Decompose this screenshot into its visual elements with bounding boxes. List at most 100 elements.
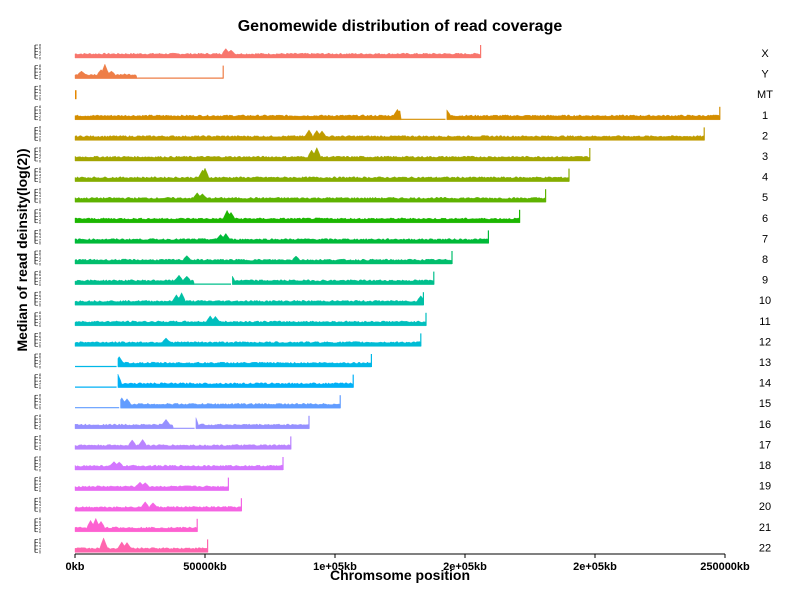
y-tick-label: 2 xyxy=(39,74,41,78)
chromosome-label: 13 xyxy=(759,357,771,369)
y-tick-label: 0 xyxy=(39,489,41,493)
y-tick-label: 6 xyxy=(39,273,41,277)
y-tick-label: 2 xyxy=(39,486,41,490)
y-tick-label: 2 xyxy=(39,115,41,119)
x-tick-label: 250000kb xyxy=(700,561,750,573)
chromosome-label: 21 xyxy=(759,522,771,534)
y-tick-label: 2 xyxy=(39,341,41,345)
x-axis-label: Chromsome position xyxy=(329,567,470,583)
y-tick-label: 2 xyxy=(39,506,41,510)
y-tick-label: 4 xyxy=(39,379,41,383)
y-tick-label: 6 xyxy=(39,67,41,71)
y-tick-label: 2 xyxy=(39,321,41,325)
coverage-area-chr-mt xyxy=(75,90,77,100)
y-tick-label: 0 xyxy=(39,221,41,225)
y-tick-label: 6 xyxy=(39,314,41,318)
y-tick-label: 0 xyxy=(39,139,41,143)
chromosome-label: 10 xyxy=(759,295,771,307)
chromosome-label: 3 xyxy=(762,151,768,163)
y-tick-label: 0 xyxy=(39,304,41,308)
y-tick-label: 4 xyxy=(39,462,41,466)
y-tick-label: 4 xyxy=(39,50,41,54)
y-tick-label: 0 xyxy=(39,201,41,205)
coverage-area-chr-21 xyxy=(74,517,198,532)
y-tick-label: 4 xyxy=(39,503,41,507)
coverage-area-chr-2 xyxy=(74,129,705,141)
coverage-area-chr-10 xyxy=(74,292,424,306)
coverage-area-chr-9 xyxy=(74,274,434,285)
y-tick-label: 8 xyxy=(39,414,41,418)
chromosome-label: 4 xyxy=(762,172,768,184)
y-tick-label: 6 xyxy=(39,417,41,421)
coverage-area-chr-y xyxy=(74,63,138,79)
chromosome-label: 22 xyxy=(759,542,771,554)
chromosome-label: 6 xyxy=(762,213,768,225)
chromosome-label: Y xyxy=(761,69,769,81)
y-tick-label: 6 xyxy=(39,541,41,545)
y-tick-label: 8 xyxy=(39,435,41,439)
y-tick-label: 8 xyxy=(39,394,41,398)
x-tick-label: 50000kb xyxy=(183,561,227,573)
y-tick-label: 8 xyxy=(39,373,41,377)
x-tick-label: 0kb xyxy=(66,561,85,573)
y-tick-label: 0 xyxy=(39,283,41,287)
x-tick-label: 2e+05kb xyxy=(443,561,487,573)
y-tick-label: 0 xyxy=(39,77,41,81)
y-tick-label: 4 xyxy=(39,524,41,528)
y-tick-label: 6 xyxy=(39,88,41,92)
chromosome-label: 5 xyxy=(762,192,768,204)
coverage-area-chr-4 xyxy=(74,167,570,182)
chromosome-label: 2 xyxy=(762,130,768,142)
y-tick-label: 0 xyxy=(39,118,41,122)
chromosome-label: 12 xyxy=(759,336,771,348)
y-tick-label: 0 xyxy=(39,324,41,328)
y-tick-label: 6 xyxy=(39,232,41,236)
y-tick-label: 0 xyxy=(39,365,41,369)
y-tick-label: 2 xyxy=(39,465,41,469)
y-tick-label: 2 xyxy=(39,300,41,304)
coverage-area-chr-7 xyxy=(74,233,489,244)
coverage-area-chr-8 xyxy=(74,255,453,265)
y-tick-label: 8 xyxy=(39,167,41,171)
y-tick-label: 6 xyxy=(39,211,41,215)
y-tick-label: 0 xyxy=(39,468,41,472)
chart-title: Genomewide distribution of read coverage xyxy=(237,18,563,35)
y-tick-label: 8 xyxy=(39,538,41,542)
coverage-area-chr-19 xyxy=(74,481,229,491)
y-tick-label: 6 xyxy=(39,376,41,380)
y-tick-label: 2 xyxy=(39,280,41,284)
y-tick-label: 8 xyxy=(39,497,41,501)
y-tick-label: 8 xyxy=(39,455,41,459)
y-tick-label: 4 xyxy=(39,235,41,239)
y-tick-label: 0 xyxy=(39,427,41,431)
y-tick-label: 2 xyxy=(39,53,41,57)
y-tick-label: 0 xyxy=(39,407,41,411)
y-tick-label: 6 xyxy=(39,438,41,442)
y-tick-label: 4 xyxy=(39,441,41,445)
coverage-area-chr-18 xyxy=(74,461,284,471)
y-tick-label: 4 xyxy=(39,482,41,486)
chromosome-label: 7 xyxy=(762,233,768,245)
y-tick-label: 4 xyxy=(39,318,41,322)
coverage-area-chr-6 xyxy=(74,209,520,223)
y-tick-label: 6 xyxy=(39,150,41,154)
coverage-area-chr-13 xyxy=(117,356,372,368)
chromosome-label: MT xyxy=(757,89,773,101)
coverage-area-chr-22 xyxy=(74,537,208,553)
y-tick-label: 0 xyxy=(39,530,41,534)
coverage-area-chr-5 xyxy=(74,192,546,203)
chromosome-label: 17 xyxy=(759,439,771,451)
y-tick-label: 8 xyxy=(39,126,41,130)
y-tick-label: 4 xyxy=(39,400,41,404)
y-tick-label: 8 xyxy=(39,146,41,150)
y-tick-label: 2 xyxy=(39,135,41,139)
y-tick-label: 2 xyxy=(39,424,41,428)
y-tick-label: 2 xyxy=(39,238,41,242)
chromosome-label: X xyxy=(761,48,769,60)
y-tick-label: 0 xyxy=(39,262,41,266)
coverage-area-chr-20 xyxy=(74,501,242,512)
chromosome-label: 11 xyxy=(759,316,770,328)
y-tick-label: 2 xyxy=(39,444,41,448)
y-tick-label: 4 xyxy=(39,276,41,280)
y-tick-label: 0 xyxy=(39,551,41,555)
